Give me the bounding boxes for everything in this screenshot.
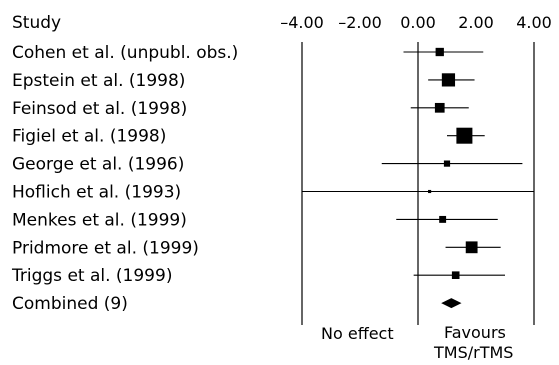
axis-lines <box>301 42 535 325</box>
effect-size-marker <box>435 47 444 57</box>
x-tick-label: 0.00 <box>400 13 436 32</box>
x-tick-label: –2.00 <box>338 13 382 32</box>
study-label: George et al. (1996) <box>12 155 184 175</box>
x-tick-label: 2.00 <box>458 13 494 32</box>
study-label: Pridmore et al. (1999) <box>12 238 199 258</box>
study-label: Figiel et al. (1998) <box>12 127 166 147</box>
combined-label: Combined (9) <box>12 294 128 314</box>
no-effect-annotation: No effect <box>321 324 394 343</box>
effect-size-marker <box>465 241 478 254</box>
study-label: Cohen et al. (unpubl. obs.) <box>12 43 238 63</box>
combined-effect-diamond <box>441 298 462 309</box>
effect-size-marker <box>428 189 432 194</box>
effect-size-marker <box>441 73 456 87</box>
effect-size-marker <box>439 215 447 223</box>
study-label: Epstein et al. (1998) <box>12 71 185 91</box>
study-label: Triggs et al. (1999) <box>11 266 172 286</box>
x-tick-label: 4.00 <box>516 13 552 32</box>
effect-size-marker <box>443 160 451 167</box>
effect-size-marker <box>451 271 460 279</box>
effect-size-marker <box>434 102 445 113</box>
effect-marks <box>302 47 534 309</box>
effect-size-marker <box>456 127 473 144</box>
study-column-header: Study <box>12 13 61 33</box>
study-label: Hoflich et al. (1993) <box>12 183 181 203</box>
study-rows: Cohen et al. (unpubl. obs.) Epstein et al… <box>11 43 238 314</box>
x-tick-label: –4.00 <box>280 13 324 32</box>
study-label: Feinsod et al. (1998) <box>12 99 187 119</box>
x-axis-tick-labels: –4.00 –2.00 0.00 2.00 4.00 <box>280 13 552 32</box>
favours-annotation: Favours <box>444 323 506 342</box>
study-label: Menkes et al. (1999) <box>12 210 187 230</box>
favours-annotation-line2: TMS/rTMS <box>433 343 513 362</box>
